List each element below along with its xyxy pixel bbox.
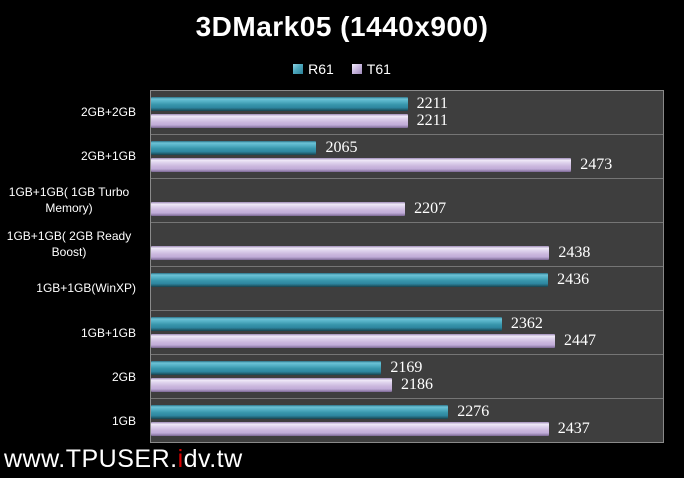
category-label: 1GB+1GB( 2GB Ready Boost)	[6, 229, 132, 260]
legend-item-r61: R61	[293, 61, 334, 77]
bar-slot-t61: 2438	[151, 244, 663, 261]
chart-title: 3DMark05 (1440x900)	[195, 11, 489, 42]
value-label: 2169	[390, 359, 423, 376]
category-label: 1GB+1GB( 1GB Turbo Memory)	[8, 185, 130, 216]
bar-t61	[151, 158, 572, 172]
bar-t61	[151, 114, 408, 128]
bar-slot-r61: 2211	[151, 95, 663, 112]
category-label: 1GB+1GB	[80, 325, 136, 340]
bar-t61	[151, 202, 406, 216]
category-band: 2207	[151, 179, 663, 223]
plot-area: 2211 2211 2065 2473 2207 2438 2436 2362 2447 2169…	[150, 90, 664, 443]
legend-marker-r61-icon	[293, 64, 304, 74]
category-axis: 2GB+2GB 2GB+1GB 1GB+1GB( 1GB Turbo Memory)…	[0, 90, 136, 443]
value-label: 2436	[557, 271, 590, 288]
bar-r61	[151, 273, 549, 287]
value-label: 2211	[416, 95, 449, 112]
value-label: 2065	[325, 139, 358, 156]
value-label: 2276	[457, 403, 490, 420]
value-label: 2207	[414, 200, 447, 217]
category-band: 2436	[151, 267, 663, 311]
category-label: 2GB	[111, 369, 136, 384]
category-band: 2211 2211	[151, 91, 663, 135]
category-label: 1GB	[111, 413, 136, 428]
legend-item-t61: T61	[351, 61, 391, 77]
value-label: 2362	[510, 315, 543, 332]
bar-slot-t61	[151, 290, 663, 304]
category-band: 2362 2447	[151, 311, 663, 355]
category-band: 2276 2437	[151, 399, 663, 442]
bar-slot-t61: 2447	[151, 332, 663, 349]
legend-label: T61	[366, 61, 391, 77]
watermark-text-pre: www.TPUSER.	[4, 445, 178, 473]
bar-t61	[151, 334, 555, 348]
watermark-highlight: i	[177, 445, 184, 473]
category-band: 2065 2473	[151, 135, 663, 179]
watermark: www.TPUSER.idv.tw	[4, 445, 243, 474]
legend-label: R61	[308, 61, 334, 77]
category-band: 2169 2186	[151, 355, 663, 399]
category-label: 1GB+1GB(WinXP)	[36, 281, 136, 296]
legend-marker-t61-icon	[351, 64, 362, 74]
bar-slot-r61: 2276	[151, 403, 663, 420]
value-label: 2447	[563, 332, 596, 349]
bar-slot-t61: 2473	[151, 156, 663, 173]
bar-slot-t61: 2437	[151, 420, 663, 437]
bar-r61	[151, 405, 449, 419]
bar-r61	[151, 97, 408, 111]
value-label: 2473	[580, 156, 613, 173]
bar-r61	[151, 317, 502, 331]
category-band: 2438	[151, 223, 663, 267]
bar-slot-t61: 2211	[151, 112, 663, 129]
bar-slot-t61: 2186	[151, 376, 663, 393]
bar-t61	[151, 422, 549, 436]
bar-r61	[151, 141, 317, 155]
category-label: 2GB+2GB	[80, 104, 136, 119]
category-label: 2GB+1GB	[80, 149, 136, 164]
bar-r61	[151, 361, 382, 375]
legend: R61 T61	[0, 61, 684, 77]
value-label: 2437	[557, 420, 590, 437]
bar-t61	[151, 246, 550, 260]
bar-slot-t61: 2207	[151, 200, 663, 217]
bar-slot-r61	[151, 229, 663, 243]
value-label: 2438	[558, 244, 591, 261]
bar-slot-r61	[151, 185, 663, 199]
watermark-text-post: dv.tw	[183, 445, 243, 473]
bar-slot-r61: 2436	[151, 271, 663, 288]
value-label: 2211	[416, 112, 449, 129]
bar-t61	[151, 378, 392, 392]
value-label: 2186	[400, 376, 433, 393]
bar-slot-r61: 2169	[151, 359, 663, 376]
bar-slot-r61: 2362	[151, 315, 663, 332]
bar-slot-r61: 2065	[151, 139, 663, 156]
